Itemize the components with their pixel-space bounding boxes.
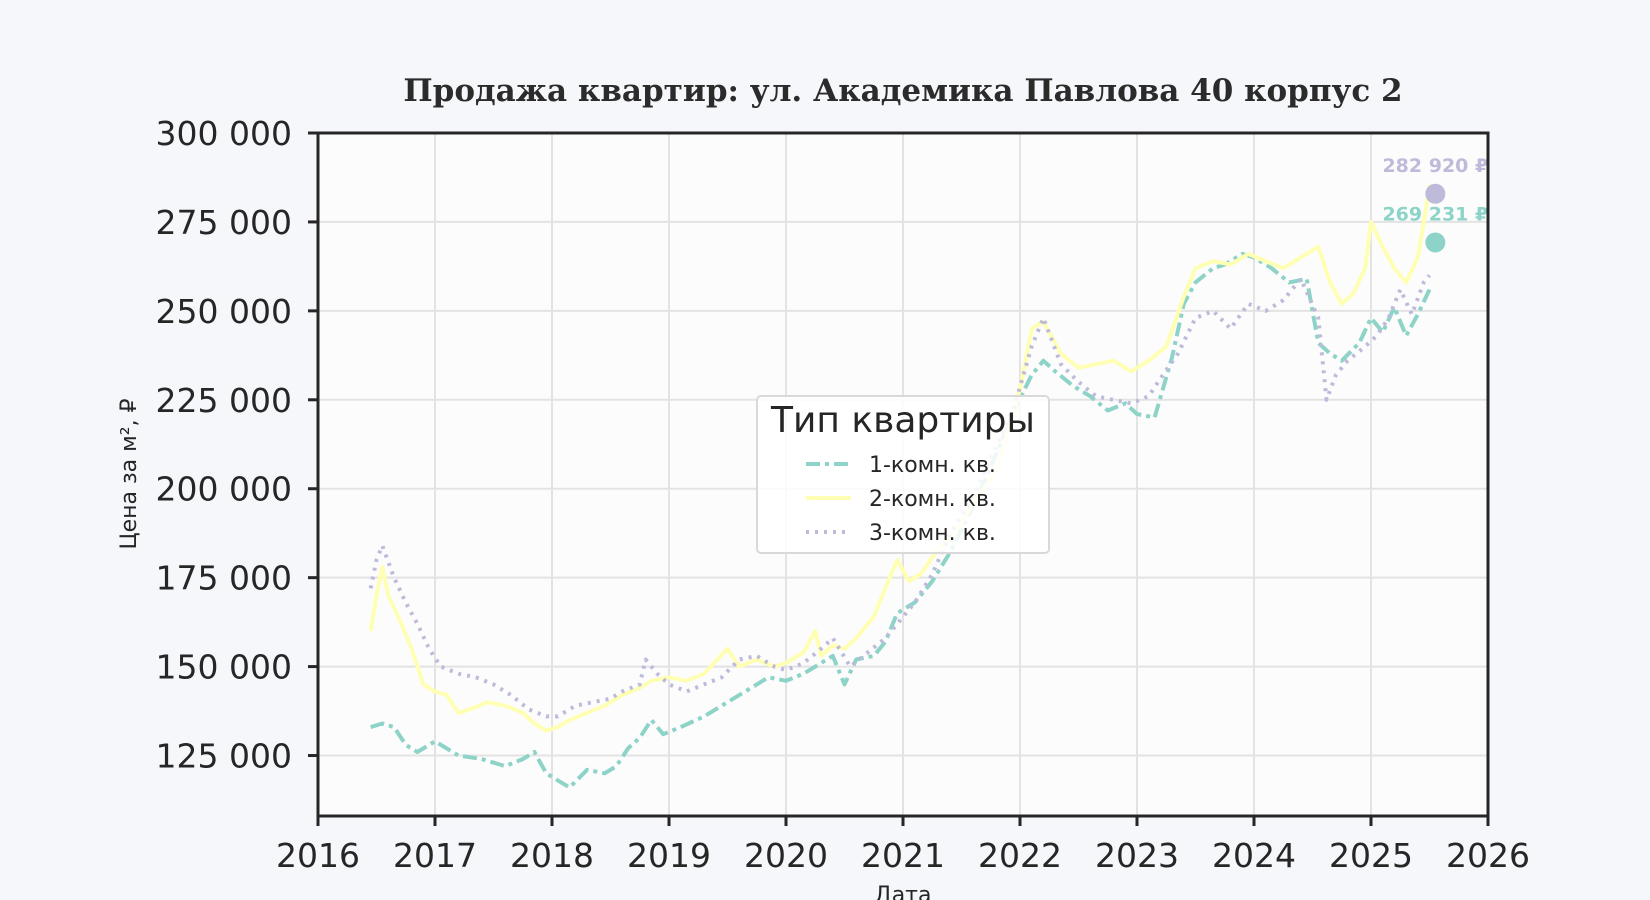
end-markers: 282 920 ₽ 269 231 ₽ [1382,155,1488,253]
y-tick-label: 125 000 [156,737,292,776]
legend-label: 1-комн. кв. [869,453,996,478]
y-tick-label: 300 000 [156,114,292,153]
x-axis-label: Дата [875,883,932,900]
series-line [370,251,1432,790]
axis-ticks: 2016 2017 2018 2019 2020 2021 2022 2023 2024 2025… [156,114,1530,875]
end-marker-label: 282 920 ₽ [1382,155,1488,177]
x-tick-label: 2022 [978,836,1062,875]
end-marker-point [1425,232,1446,253]
x-tick-label: 2021 [861,836,945,875]
x-tick-label: 2017 [393,836,477,875]
x-tick-label: 2024 [1212,836,1296,875]
legend-label: 3-комн. кв. [869,521,996,546]
y-tick-label: 175 000 [156,559,292,598]
series-line [368,184,1437,733]
y-axis-label: Цена за м², ₽ [117,398,142,549]
x-tick-label: 2018 [510,836,594,875]
y-tick-label: 250 000 [156,292,292,331]
x-tick-label: 2016 [276,836,360,875]
legend-title: Тип квартиры [770,400,1035,441]
x-tick-label: 2019 [627,836,711,875]
x-tick-label: 2025 [1329,836,1413,875]
legend-label: 2-комн. кв. [869,487,996,512]
x-tick-label: 2023 [1095,836,1179,875]
legend: Тип квартиры 1-комн. кв. 2-комн. кв. 3-ком… [756,395,1050,554]
end-marker-point [1425,183,1446,204]
legend-box [756,395,1050,554]
series-line [368,274,1432,719]
chart-title: Продажа квартир: ул. Академика Павлова 4… [403,73,1402,109]
x-tick-label: 2026 [1446,836,1530,875]
series-lines [368,184,1437,790]
x-tick-label: 2020 [744,836,828,875]
y-tick-label: 150 000 [156,648,292,687]
end-marker-label: 269 231 ₽ [1382,203,1488,225]
y-tick-label: 275 000 [156,203,292,242]
y-tick-label: 200 000 [156,470,292,509]
y-tick-label: 225 000 [156,381,292,420]
